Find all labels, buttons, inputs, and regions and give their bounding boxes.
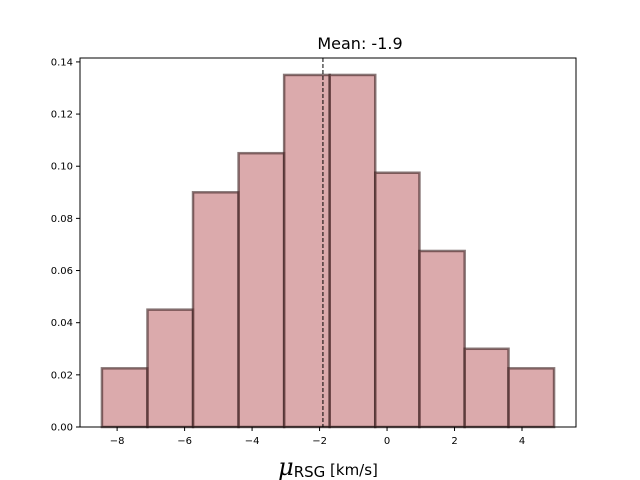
x-axis-label-unit: [km/s] xyxy=(325,461,378,479)
histogram-bar xyxy=(507,367,556,429)
histogram-bar xyxy=(418,249,466,429)
chart-title: Mean: -1.9 xyxy=(317,34,402,53)
y-tick-label: 0.06 xyxy=(51,266,73,277)
x-tick-label: 0 xyxy=(384,436,390,447)
y-tick-label: 0.04 xyxy=(51,318,73,329)
histogram-bar xyxy=(282,73,331,429)
x-tick-label: −4 xyxy=(245,436,260,447)
x-tick-label: −8 xyxy=(110,436,125,447)
y-tick-label: 0.10 xyxy=(51,162,73,173)
histogram-bar xyxy=(191,191,240,429)
y-tick-label: 0.12 xyxy=(51,110,73,121)
x-tick-label: 2 xyxy=(451,436,457,447)
histogram-bar xyxy=(146,308,195,429)
y-tick-label: 0.02 xyxy=(51,370,73,381)
histogram-bar xyxy=(328,73,377,429)
y-axis-ticks: 0.00 0.02 0.04 0.06 0.08 0.10 0.12 0.14 xyxy=(51,57,80,434)
plot-frame xyxy=(79,57,577,428)
x-axis-label-subscript: RSG xyxy=(294,463,326,480)
x-tick-label: 4 xyxy=(519,436,525,447)
x-axis-label-symbol: μ xyxy=(278,453,294,480)
x-axis-label: μRSG [km/s] xyxy=(278,453,378,480)
x-tick-label: −2 xyxy=(312,436,327,447)
histogram-bar xyxy=(463,347,510,429)
y-tick-label: 0.08 xyxy=(51,214,73,225)
histogram-bar xyxy=(373,171,421,429)
x-tick-label: −6 xyxy=(177,436,192,447)
y-tick-label: 0.14 xyxy=(51,57,73,68)
y-tick-label: 0.00 xyxy=(51,423,73,434)
histogram-bar xyxy=(237,151,286,429)
histogram-bar xyxy=(100,367,149,429)
x-axis-ticks: −8 −6 −4 −2 0 2 4 xyxy=(110,427,525,447)
histogram-bars xyxy=(100,73,556,429)
